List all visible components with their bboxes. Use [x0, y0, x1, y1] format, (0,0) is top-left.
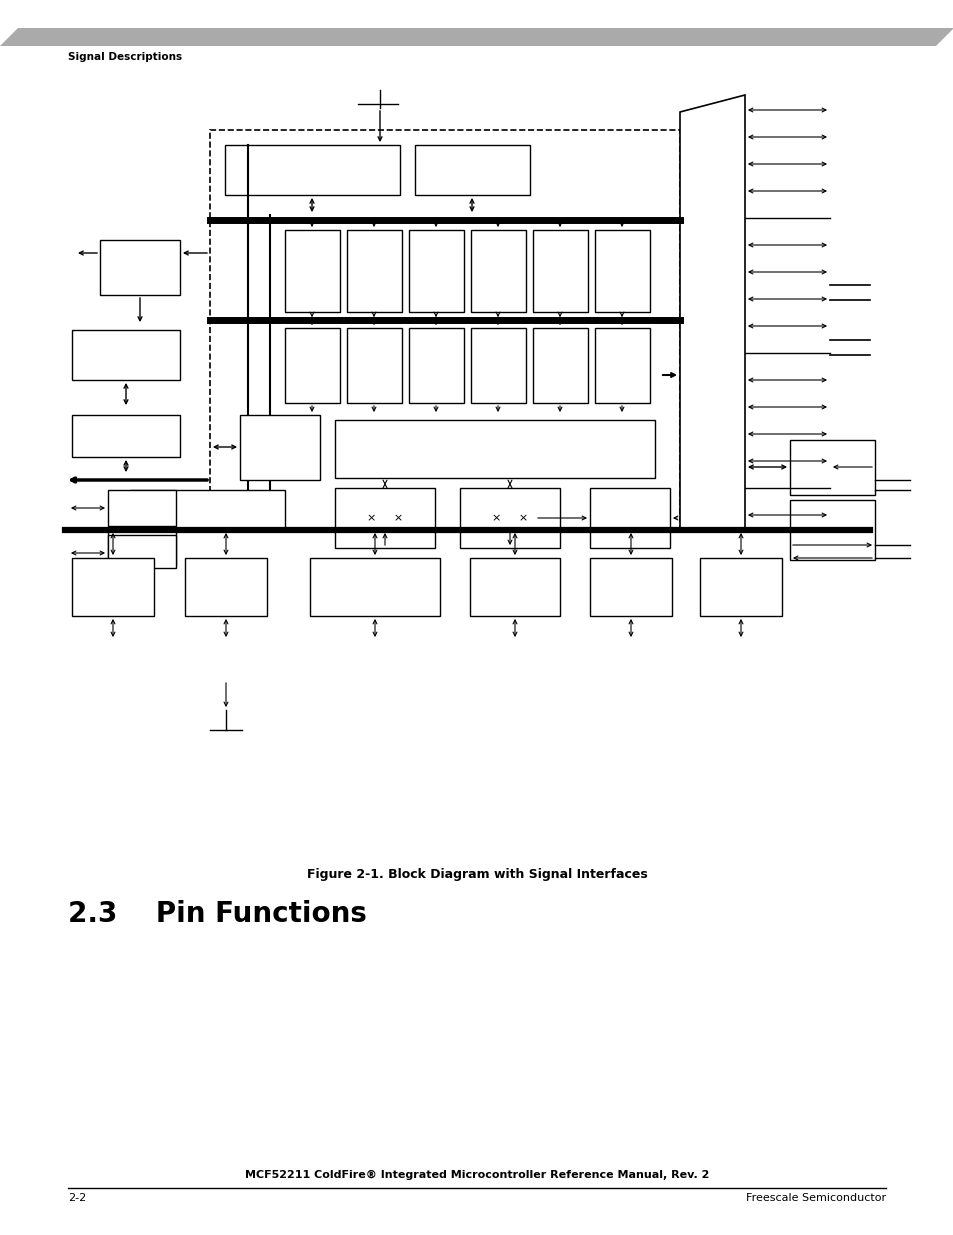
Bar	[471, 230, 525, 312]
Bar	[533, 329, 587, 403]
Bar	[71, 330, 180, 380]
Bar	[409, 329, 463, 403]
Bar	[533, 230, 587, 312]
Bar	[415, 144, 530, 195]
Bar	[470, 558, 559, 616]
Bar	[185, 558, 267, 616]
Bar	[595, 230, 649, 312]
Text: ×     ×: × ×	[367, 513, 403, 522]
Text: 2-2: 2-2	[68, 1193, 86, 1203]
Bar	[589, 558, 671, 616]
Bar	[225, 144, 399, 195]
Text: MCF52211 ColdFire® Integrated Microcontroller Reference Manual, Rev. 2: MCF52211 ColdFire® Integrated Microcontr…	[245, 1170, 708, 1179]
Bar	[471, 329, 525, 403]
Bar	[285, 230, 339, 312]
Text: Signal Descriptions: Signal Descriptions	[68, 52, 182, 62]
Bar	[210, 130, 679, 530]
Bar	[347, 230, 401, 312]
Bar	[310, 558, 439, 616]
Bar	[108, 535, 175, 568]
Bar	[789, 440, 874, 495]
Bar	[347, 329, 401, 403]
Bar	[700, 558, 781, 616]
Bar	[240, 415, 319, 480]
Bar	[100, 240, 180, 295]
Polygon shape	[0, 28, 953, 46]
Bar	[335, 420, 655, 478]
Bar	[589, 488, 669, 548]
Text: Figure 2-1. Block Diagram with Signal Interfaces: Figure 2-1. Block Diagram with Signal In…	[306, 868, 647, 881]
Bar	[789, 500, 874, 559]
Text: Freescale Semiconductor: Freescale Semiconductor	[745, 1193, 885, 1203]
Bar	[108, 530, 175, 566]
Bar	[459, 488, 559, 548]
Bar	[71, 558, 153, 616]
Bar	[285, 329, 339, 403]
Bar	[130, 490, 285, 529]
Bar	[108, 490, 175, 526]
Bar	[595, 329, 649, 403]
Bar	[71, 415, 180, 457]
Text: 2.3    Pin Functions: 2.3 Pin Functions	[68, 900, 367, 927]
Bar	[409, 230, 463, 312]
Text: ×     ×: × ×	[492, 513, 528, 522]
Bar	[335, 488, 435, 548]
Polygon shape	[679, 95, 744, 530]
